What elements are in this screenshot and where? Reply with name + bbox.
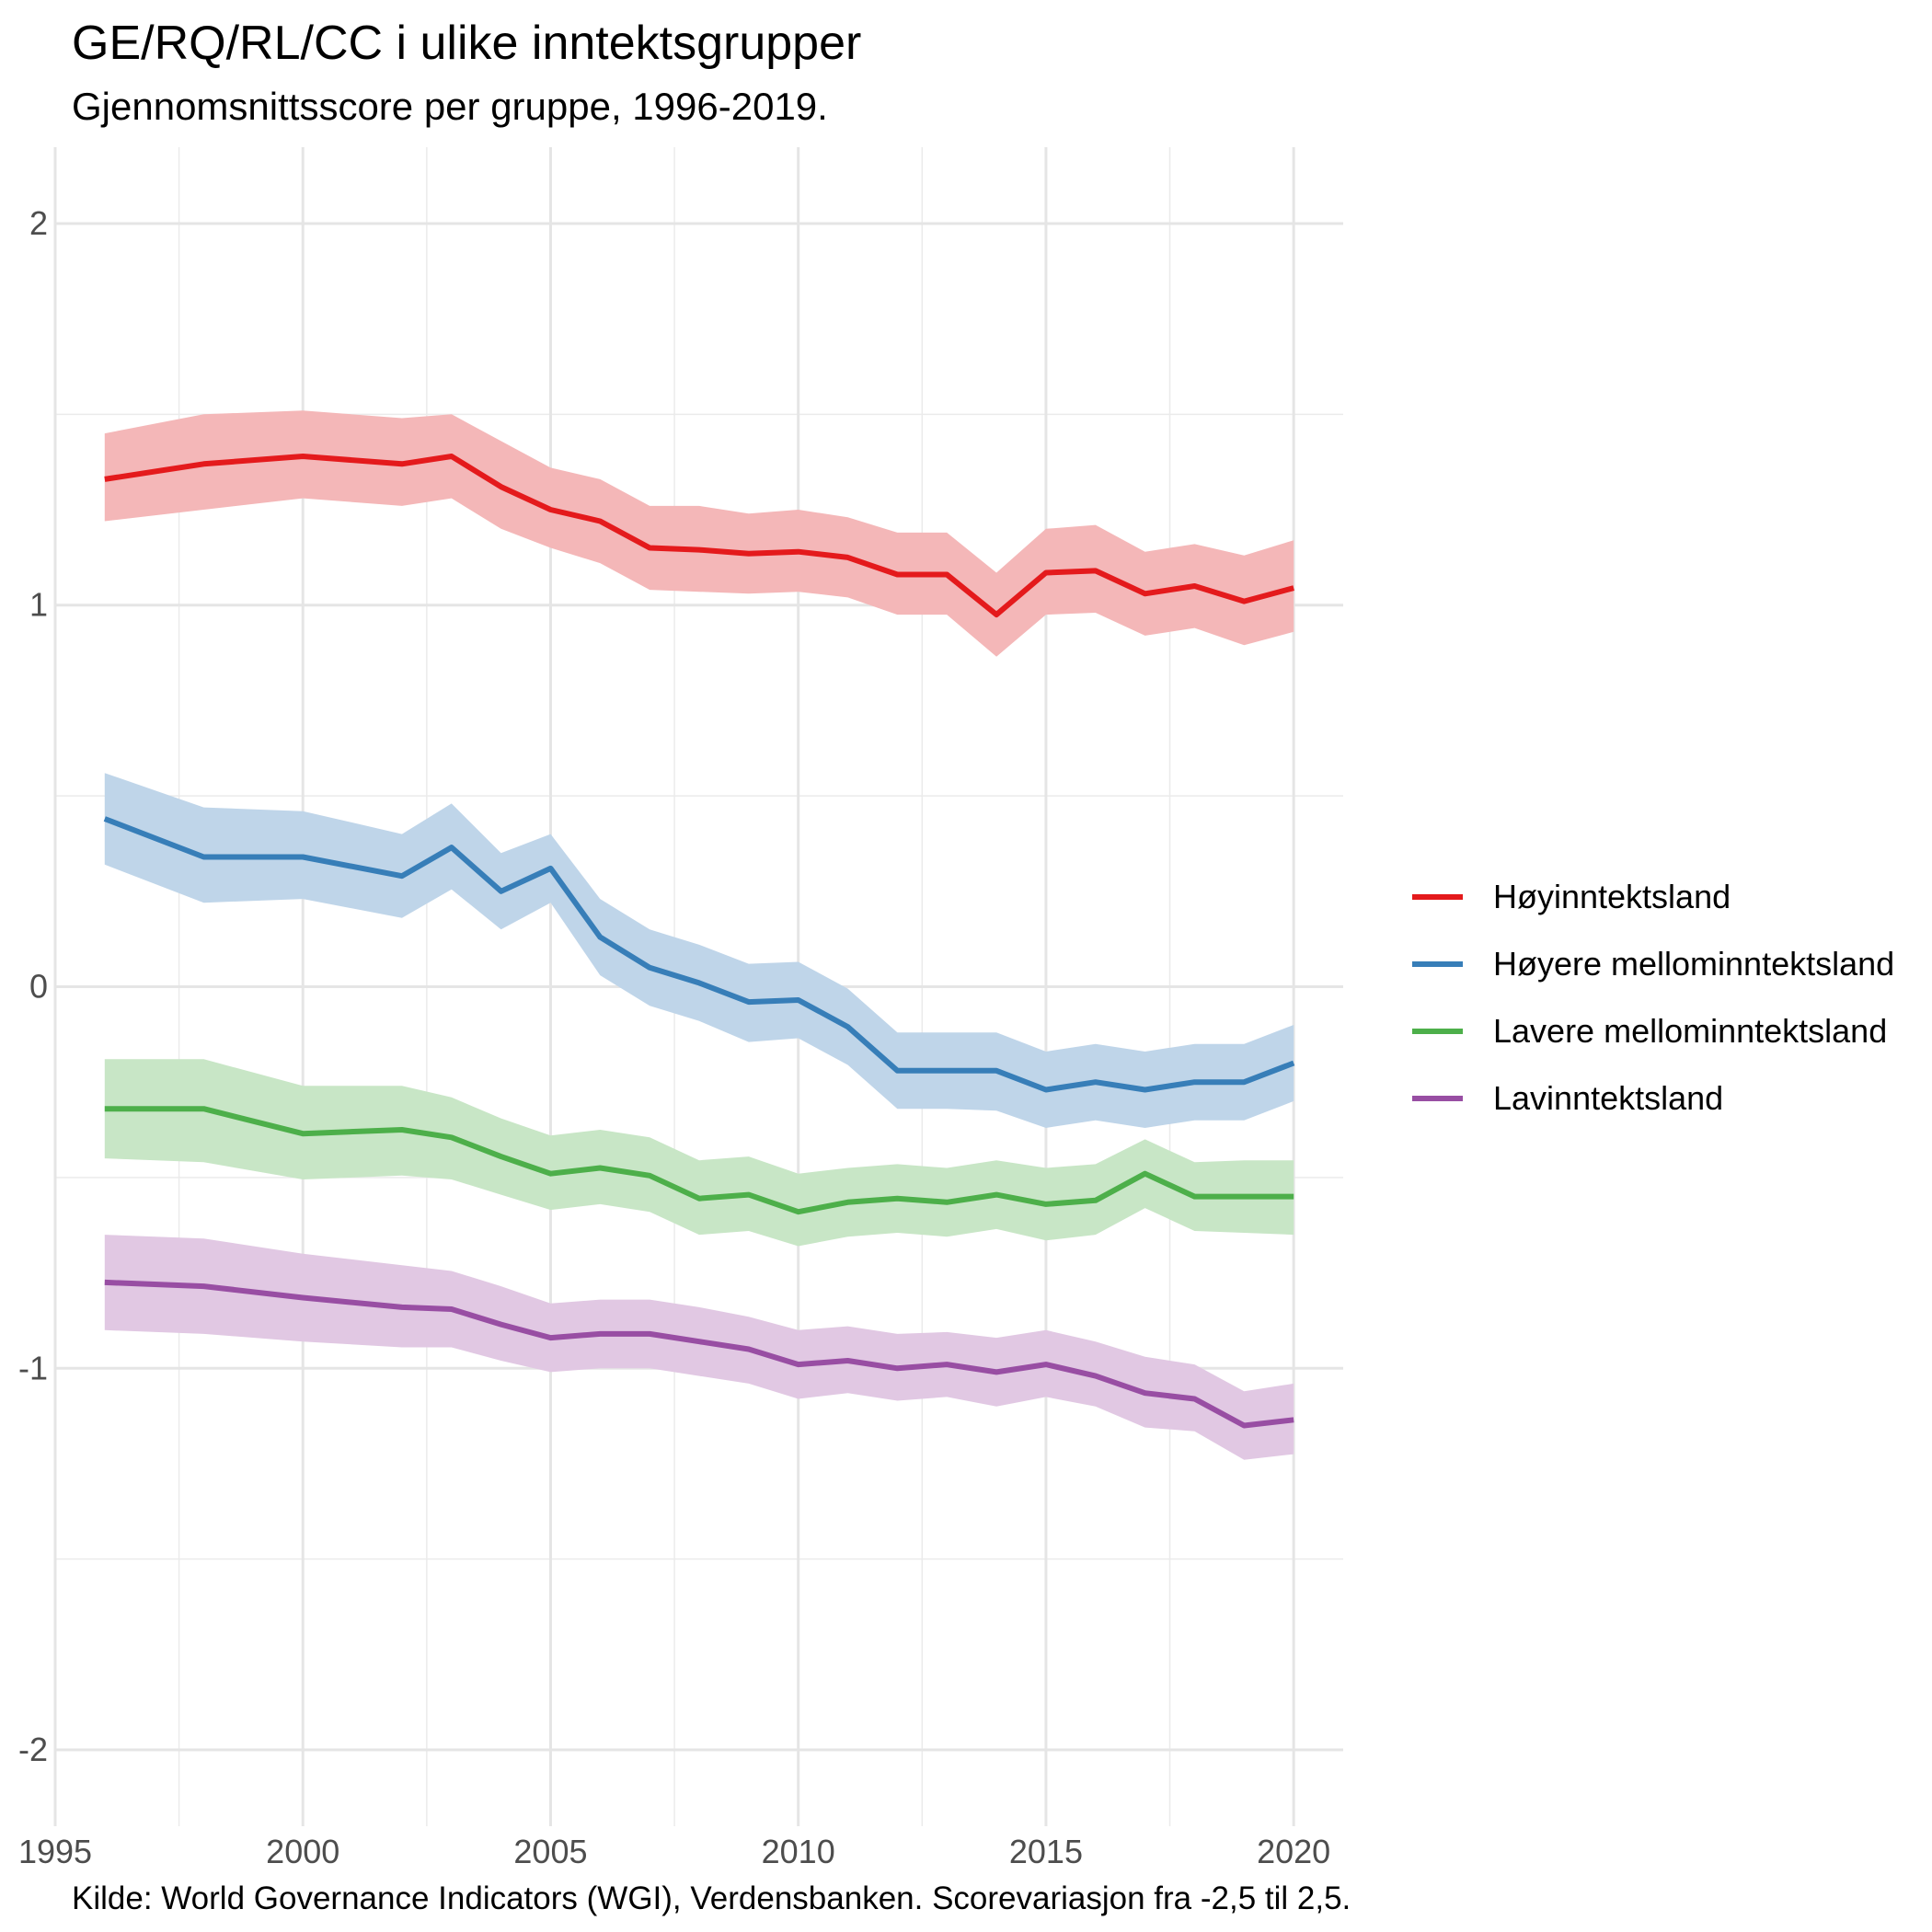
chart-title: GE/RQ/RL/CC i ulike inntektsgrupper — [72, 17, 862, 70]
y-tick-label: -2 — [18, 1731, 48, 1768]
y-axis-tick-labels: -2 -1 0 1 2 — [18, 204, 48, 1768]
x-tick-label: 2005 — [513, 1833, 587, 1870]
y-tick-label: -1 — [18, 1349, 48, 1386]
legend-label-3: Lavere mellominntektsland — [1493, 1012, 1887, 1050]
series-lines — [103, 454, 1295, 1429]
legend-label-4: Lavinntektsland — [1493, 1079, 1723, 1117]
series-line-2 — [103, 816, 1295, 1093]
x-tick-label: 2010 — [762, 1833, 835, 1870]
chart-subtitle: Gjennomsnittsscore per gruppe, 1996-2019… — [72, 85, 828, 128]
y-tick-label: 2 — [29, 204, 48, 242]
series-band-2 — [104, 773, 1294, 1128]
x-tick-label: 2000 — [266, 1833, 339, 1870]
chart-caption: Kilde: World Governance Indicators (WGI)… — [72, 1880, 1351, 1916]
y-tick-label: 0 — [29, 968, 48, 1006]
series-line-4 — [104, 1279, 1294, 1429]
x-tick-label: 2015 — [1009, 1833, 1083, 1870]
series-line-3 — [104, 1106, 1294, 1215]
series-line-1 — [104, 454, 1294, 618]
legend: Høyinntektsland Høyere mellominntektsland… — [1412, 878, 1894, 1117]
y-tick-label: 1 — [29, 586, 48, 624]
x-tick-label: 1995 — [18, 1833, 92, 1870]
legend-label-1: Høyinntektsland — [1493, 878, 1731, 915]
series-band-1 — [104, 410, 1294, 657]
x-tick-label: 2020 — [1257, 1833, 1330, 1870]
x-axis-tick-labels: 1995 2000 2005 2010 2015 2020 — [18, 1833, 1330, 1870]
series-band-3 — [104, 1059, 1294, 1247]
series-band-4 — [104, 1235, 1294, 1460]
legend-label-2: Høyere mellominntektsland — [1493, 945, 1894, 983]
confidence-bands — [104, 410, 1294, 1460]
